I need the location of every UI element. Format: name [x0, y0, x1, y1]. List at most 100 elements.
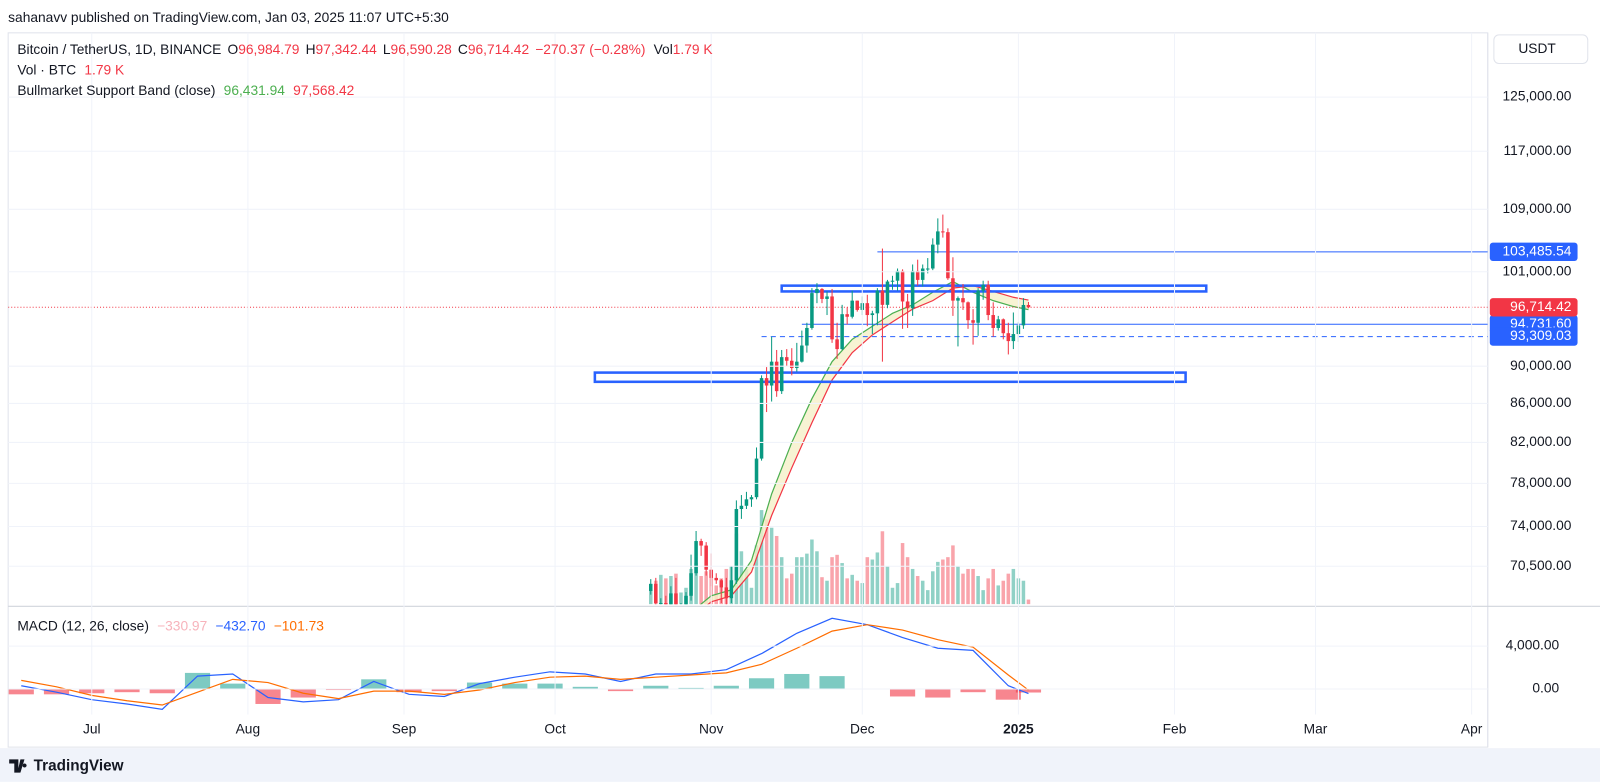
title: Vol · BTC — [17, 62, 76, 77]
candle-body — [790, 360, 794, 369]
candle-body — [659, 603, 663, 605]
candle-body — [1026, 304, 1031, 308]
volume-bar — [1011, 568, 1016, 605]
candle-body — [684, 595, 688, 605]
candle-body — [915, 270, 920, 280]
candle-body — [976, 290, 980, 323]
volume-bar — [1001, 580, 1006, 605]
candle-body — [734, 509, 739, 581]
y-tick-label: 86,000.00 — [1510, 395, 1572, 410]
logo-text: TradingView — [34, 758, 124, 775]
candle-body — [900, 270, 905, 302]
band-legend: Bullmarket Support Band (close) 96,431.94… — [17, 83, 354, 98]
candle-body — [895, 270, 900, 281]
volume-bar — [900, 543, 905, 605]
x-tick-label: Jul — [83, 721, 101, 736]
candle-body — [966, 302, 970, 321]
candle-body — [855, 300, 860, 310]
volume-bar — [694, 563, 698, 605]
candle-body — [669, 593, 673, 605]
legend-line: Bitcoin / TetherUS, 1D, BINANCE O96,984.7… — [17, 42, 713, 57]
macd-histogram-bar — [889, 688, 916, 697]
volume-bar — [659, 574, 663, 605]
price-tag-label: 96,714.42 — [1510, 299, 1571, 314]
price-tag — [1489, 327, 1578, 346]
volume-bar — [805, 553, 809, 605]
volume-bar — [890, 587, 895, 605]
volume-bar — [915, 576, 920, 605]
title: MACD (12, 26, close) — [17, 618, 149, 633]
volume-bar — [986, 578, 990, 605]
value: −101.73 — [274, 618, 324, 633]
volume-legend: Vol · BTC 1.79 K — [17, 62, 125, 77]
footer — [0, 748, 1600, 782]
volume-bar — [800, 557, 804, 605]
y-tick-label: 70,500.00 — [1510, 558, 1572, 573]
volume-bar — [910, 568, 915, 605]
zone — [780, 284, 1208, 293]
y-tick-label: 82,000.00 — [1510, 434, 1572, 449]
candle-body — [840, 314, 844, 350]
x-tick-label: Nov — [699, 721, 724, 736]
price-tag-label: 103,485.54 — [1503, 243, 1572, 258]
volume-bar — [981, 590, 985, 605]
candle-body — [1001, 319, 1006, 334]
candle-body — [719, 580, 724, 588]
value: −432.70 — [215, 618, 265, 633]
value: 96,431.94 — [224, 83, 286, 98]
price-tag-label: 94,731.60 — [1510, 316, 1572, 331]
key: H — [306, 42, 316, 57]
candle-body — [714, 577, 718, 581]
x-tick-label: 2025 — [1003, 721, 1034, 736]
volume-bar — [815, 551, 819, 605]
y-tick-label: 74,000.00 — [1510, 518, 1572, 533]
volume-bar — [961, 573, 965, 605]
volume-bar — [941, 559, 945, 605]
candle-body — [845, 314, 849, 317]
value: 1.79 K — [673, 42, 714, 57]
macd-histogram-bar — [748, 678, 775, 689]
candle-body — [764, 378, 769, 386]
price-tag — [1489, 298, 1578, 317]
candle-body — [674, 593, 678, 605]
macd-histogram-bar — [537, 683, 563, 689]
candle-body — [1006, 333, 1011, 342]
x-tick-label: Dec — [850, 721, 875, 736]
currency-button[interactable] — [1493, 34, 1589, 64]
candle-body — [885, 281, 890, 305]
volume-bar — [835, 554, 839, 605]
volume-bar — [1026, 599, 1031, 605]
macd-histogram-bar — [572, 686, 598, 689]
y-tick-label: 78,000.00 — [1510, 475, 1572, 490]
volume-bar — [946, 557, 950, 605]
candle-body — [795, 361, 799, 369]
macd-histogram-bar — [184, 672, 211, 689]
axes: Jul Aug Sep Oct Nov Dec 2025 Feb Mar Apr 125,000.0… — [8, 32, 1578, 736]
publisher: sahanavv published on TradingView.com, J… — [8, 10, 449, 25]
candle-body — [744, 499, 749, 506]
candle-body — [865, 303, 870, 316]
volume-bar — [920, 580, 925, 605]
value: 96,984.79 — [238, 42, 299, 57]
candle-body — [880, 290, 885, 305]
candle-body — [815, 288, 819, 294]
volume-bar — [936, 561, 940, 605]
volume-bar — [840, 563, 844, 605]
candle-body — [759, 378, 764, 459]
candle-body — [699, 541, 703, 546]
macd-histogram-bar — [784, 673, 810, 689]
volume-bar — [931, 571, 935, 605]
candle-body — [704, 545, 708, 570]
macd-histogram-bar — [713, 685, 739, 689]
y-tick-label: 117,000.00 — [1504, 143, 1572, 158]
candle-body — [890, 280, 895, 282]
macd-histogram-bar — [149, 688, 175, 694]
candle-body — [996, 319, 1001, 328]
volume-bar — [790, 573, 794, 605]
x-tick-label: Aug — [236, 721, 261, 736]
candle-body — [694, 541, 698, 574]
currency: USDT — [1518, 41, 1556, 56]
volume-bar — [795, 557, 799, 605]
